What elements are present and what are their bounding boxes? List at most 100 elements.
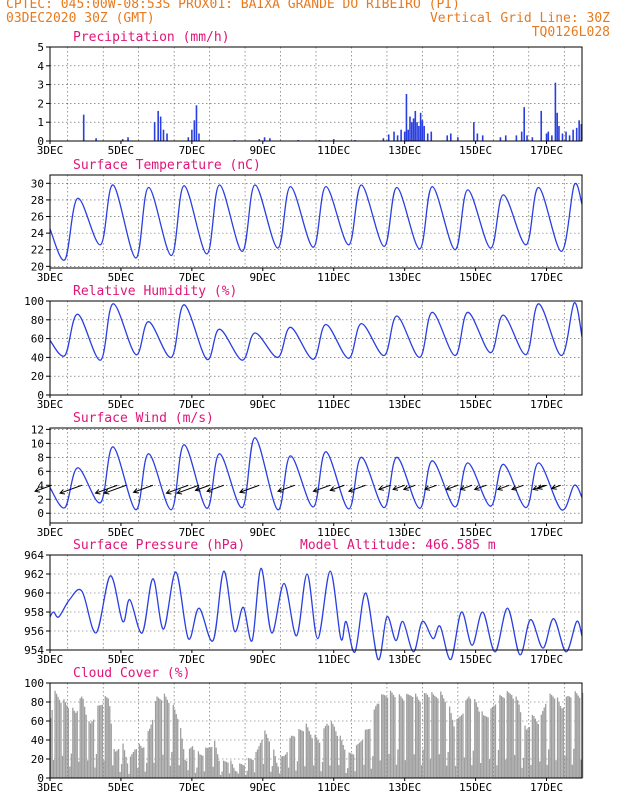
cloud-bar	[100, 705, 102, 778]
cloud-bar	[298, 729, 300, 778]
cloud-bar	[227, 762, 229, 778]
cloud-bar	[545, 703, 547, 778]
x-tick-label: 5DEC	[108, 144, 135, 157]
wind-title: Surface Wind (m/s)	[73, 411, 214, 426]
cloud-bar	[493, 705, 495, 778]
cloud-bar	[550, 695, 553, 778]
cloud-bar	[500, 695, 503, 778]
cloud-bar	[558, 701, 560, 778]
cloud-bar	[185, 760, 188, 778]
cloud-bar	[308, 730, 310, 778]
cloud-bar	[143, 747, 145, 778]
cloud-bar	[425, 693, 427, 778]
cloud-bar	[253, 772, 256, 778]
cloud-bar	[292, 735, 294, 778]
pres-frame	[49, 554, 583, 651]
y-tick-label: 40	[31, 351, 44, 364]
cloud-bar	[270, 771, 272, 778]
x-tick-label: 3DEC	[37, 781, 64, 794]
wind-arrow-head	[459, 485, 466, 491]
cloud-bar	[394, 697, 396, 778]
wind-arrow-head	[34, 487, 41, 493]
cloud-bar	[94, 767, 96, 778]
cloud-bar	[175, 714, 177, 778]
wind-arrow-head	[132, 488, 139, 494]
precip-bar	[572, 129, 574, 141]
cloud-bar	[471, 765, 473, 778]
precip-bar	[193, 120, 196, 141]
wind-arrow-head	[536, 484, 543, 490]
cloud-bar	[283, 755, 285, 778]
precip-bar	[476, 133, 479, 141]
precip-bar	[481, 135, 484, 141]
cloud-bar	[426, 694, 429, 778]
y-tick-label: 0	[37, 507, 44, 520]
cloud-bar	[562, 707, 565, 778]
precip-bar	[121, 139, 124, 141]
cloud-bar	[398, 694, 401, 778]
precip-bar	[332, 139, 335, 141]
cloud-bar	[497, 749, 500, 778]
cloud-bar	[54, 690, 56, 778]
cloud-bar	[151, 719, 154, 778]
precip-bar	[409, 116, 411, 141]
cloud-bar	[361, 740, 364, 778]
cloud-bar	[70, 753, 72, 778]
cloud-bar	[449, 706, 451, 778]
temp-panel: 20 22 24 26 28 30 Surface Temperature (nC) 3DEC…	[31, 158, 583, 284]
cloud-bar	[228, 773, 231, 778]
cloud-bar	[447, 751, 449, 778]
cloud-bar	[450, 713, 452, 778]
x-tick-label: 9DEC	[250, 526, 277, 539]
cloud-bar	[571, 764, 573, 778]
cloud-bar	[284, 754, 287, 778]
cloud-bar	[506, 691, 508, 778]
y-tick-label: 30	[31, 177, 44, 190]
wind-arrow	[424, 484, 437, 490]
cloud-bar	[491, 707, 494, 778]
y-tick-label: 3	[37, 79, 44, 92]
pres-annotation: Model Altitude: 466.585 m	[300, 538, 496, 553]
x-tick-label: 15DEC	[459, 781, 492, 794]
x-tick-label: 3DEC	[37, 526, 64, 539]
cloud-bar	[233, 767, 235, 778]
cloud-bar	[466, 698, 469, 778]
cloud-bar	[149, 728, 151, 778]
cloud-bar	[157, 697, 160, 778]
y-tick-label: 1	[37, 116, 44, 129]
precip-bar	[191, 129, 193, 141]
cloud-bar	[286, 752, 288, 778]
rh-panel: 0 20 40 60 80 100 Relative Humidity (%) 3DEC 5DE…	[24, 284, 583, 411]
cloud-bar	[117, 749, 120, 778]
cloud-bar	[383, 695, 386, 778]
cloud-bar	[205, 747, 207, 778]
cloud-bar	[135, 749, 138, 778]
precip-panel: 0 1 2 3 4 5 Precipitation (mm/h) 3DEC 5DEC 7DEC 9D…	[37, 30, 583, 157]
cloud-bar	[336, 735, 338, 778]
cloud-bar	[391, 692, 393, 778]
cloud-bar	[524, 725, 526, 778]
header-date: 03DEC2020 30Z (GMT)	[6, 11, 155, 26]
precip-bar	[554, 82, 557, 141]
precip-bar	[421, 120, 424, 141]
cloud-bar	[355, 745, 358, 778]
cloud-bar	[481, 711, 483, 778]
y-tick-label: 4	[37, 60, 44, 73]
cloud-bar	[132, 751, 135, 778]
cloud-bar	[519, 712, 522, 778]
cloud-bar	[78, 761, 80, 778]
cloud-bar	[342, 744, 344, 778]
header-station-line: CPTEC: 045:00W-08:53S PROX01: BAIXA GRAN…	[6, 0, 460, 12]
cloud-bar	[85, 714, 87, 778]
x-tick-label: 13DEC	[388, 398, 421, 411]
cloud-bar	[580, 759, 582, 778]
cloud-bar	[403, 700, 405, 778]
cloud-bar	[199, 754, 201, 778]
wind-arrow	[34, 484, 52, 492]
cloud-bar	[333, 726, 336, 778]
cloud-bar	[386, 697, 389, 778]
cloud-bar	[225, 761, 228, 778]
cloud-bar	[265, 734, 268, 778]
cloud-bar	[324, 726, 327, 778]
cloud-bar	[376, 703, 378, 778]
